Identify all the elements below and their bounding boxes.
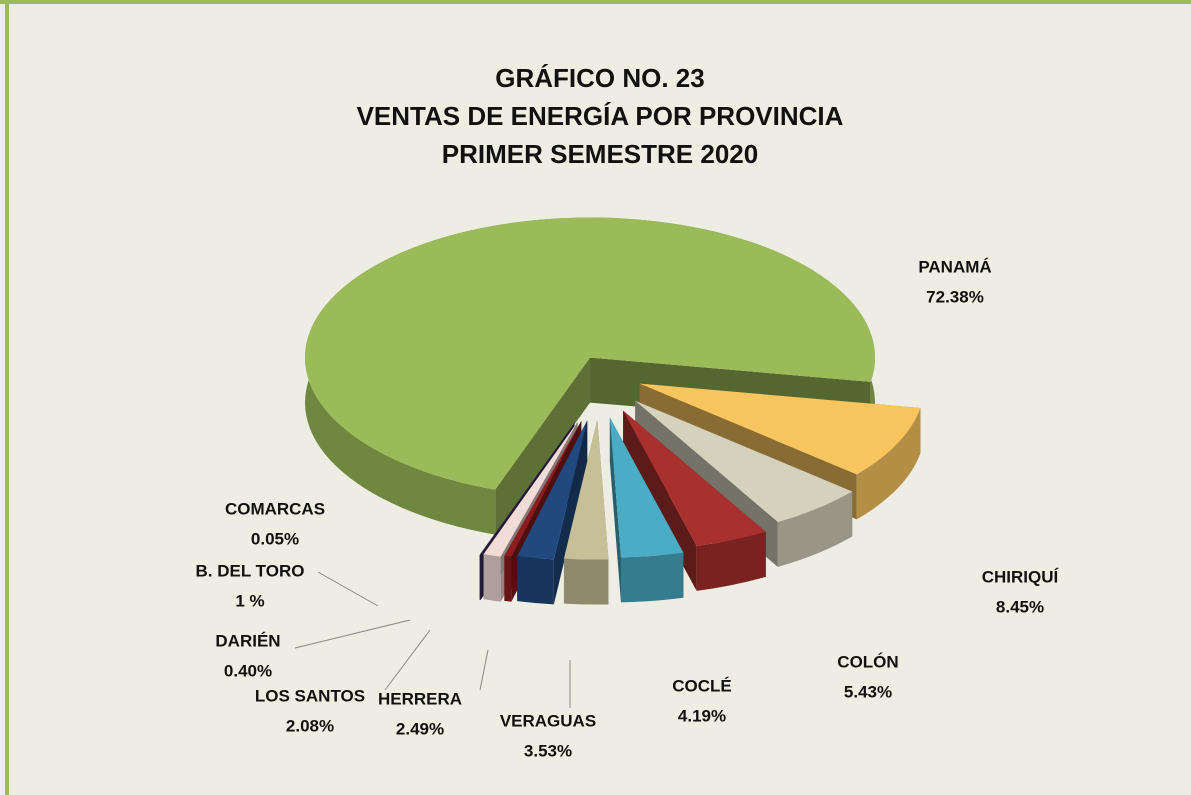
slice-side [696,531,766,591]
pie-slice [635,400,853,522]
leader-line [479,649,489,691]
slice-label: HERRERA [378,689,462,708]
leader-line [384,629,431,691]
pie-slice [517,420,588,560]
slice-side [777,491,853,567]
chart-title: GRÁFICO NO. 23 [495,63,704,93]
value-label: 8.45% [996,597,1044,616]
slice-side [517,556,554,605]
slice-side [479,554,481,601]
value-label: 0.05% [251,529,299,548]
value-label: 2.49% [396,719,444,738]
value-label: 0.40% [224,661,272,680]
pie-slice [563,419,609,560]
pie-slice [305,217,876,490]
leader-line [294,619,411,649]
slice-wall [495,357,591,535]
value-label: 3.53% [524,741,572,760]
value-label: 4.19% [678,706,726,725]
slice-side [621,552,684,603]
slice-side [483,554,501,602]
slice-label: VERAGUAS [500,711,596,730]
pie-slice [479,422,575,556]
slice-label: PANAMÁ [918,257,991,276]
value-label: 5.43% [844,682,892,701]
value-label: 1 % [235,591,264,610]
slice-side [856,407,921,520]
pie-slice [504,421,582,557]
chart-title: VENTAS DE ENERGÍA POR PROVINCIA [357,101,844,131]
slice-side [504,555,512,602]
slice-label: COLÓN [837,652,898,671]
pie-slice [609,417,684,558]
slice-label: CHIRIQUÍ [982,567,1060,586]
value-label: 2.08% [286,716,334,735]
slice-label: LOS SANTOS [255,686,365,705]
slice-side [563,558,609,605]
pie-slice [483,421,578,557]
value-label: 72.38% [926,287,984,306]
slice-label: COCLÉ [672,676,732,695]
pie-slice [623,410,766,546]
slice-label: B. DEL TORO [196,561,305,580]
chart-title: PRIMER SEMESTRE 2020 [442,139,758,169]
pie-slice [639,383,921,475]
slice-label: DARIÉN [215,631,280,650]
leader-line [317,571,379,607]
slice-wall [609,417,622,603]
slice-label: COMARCAS [225,499,325,518]
